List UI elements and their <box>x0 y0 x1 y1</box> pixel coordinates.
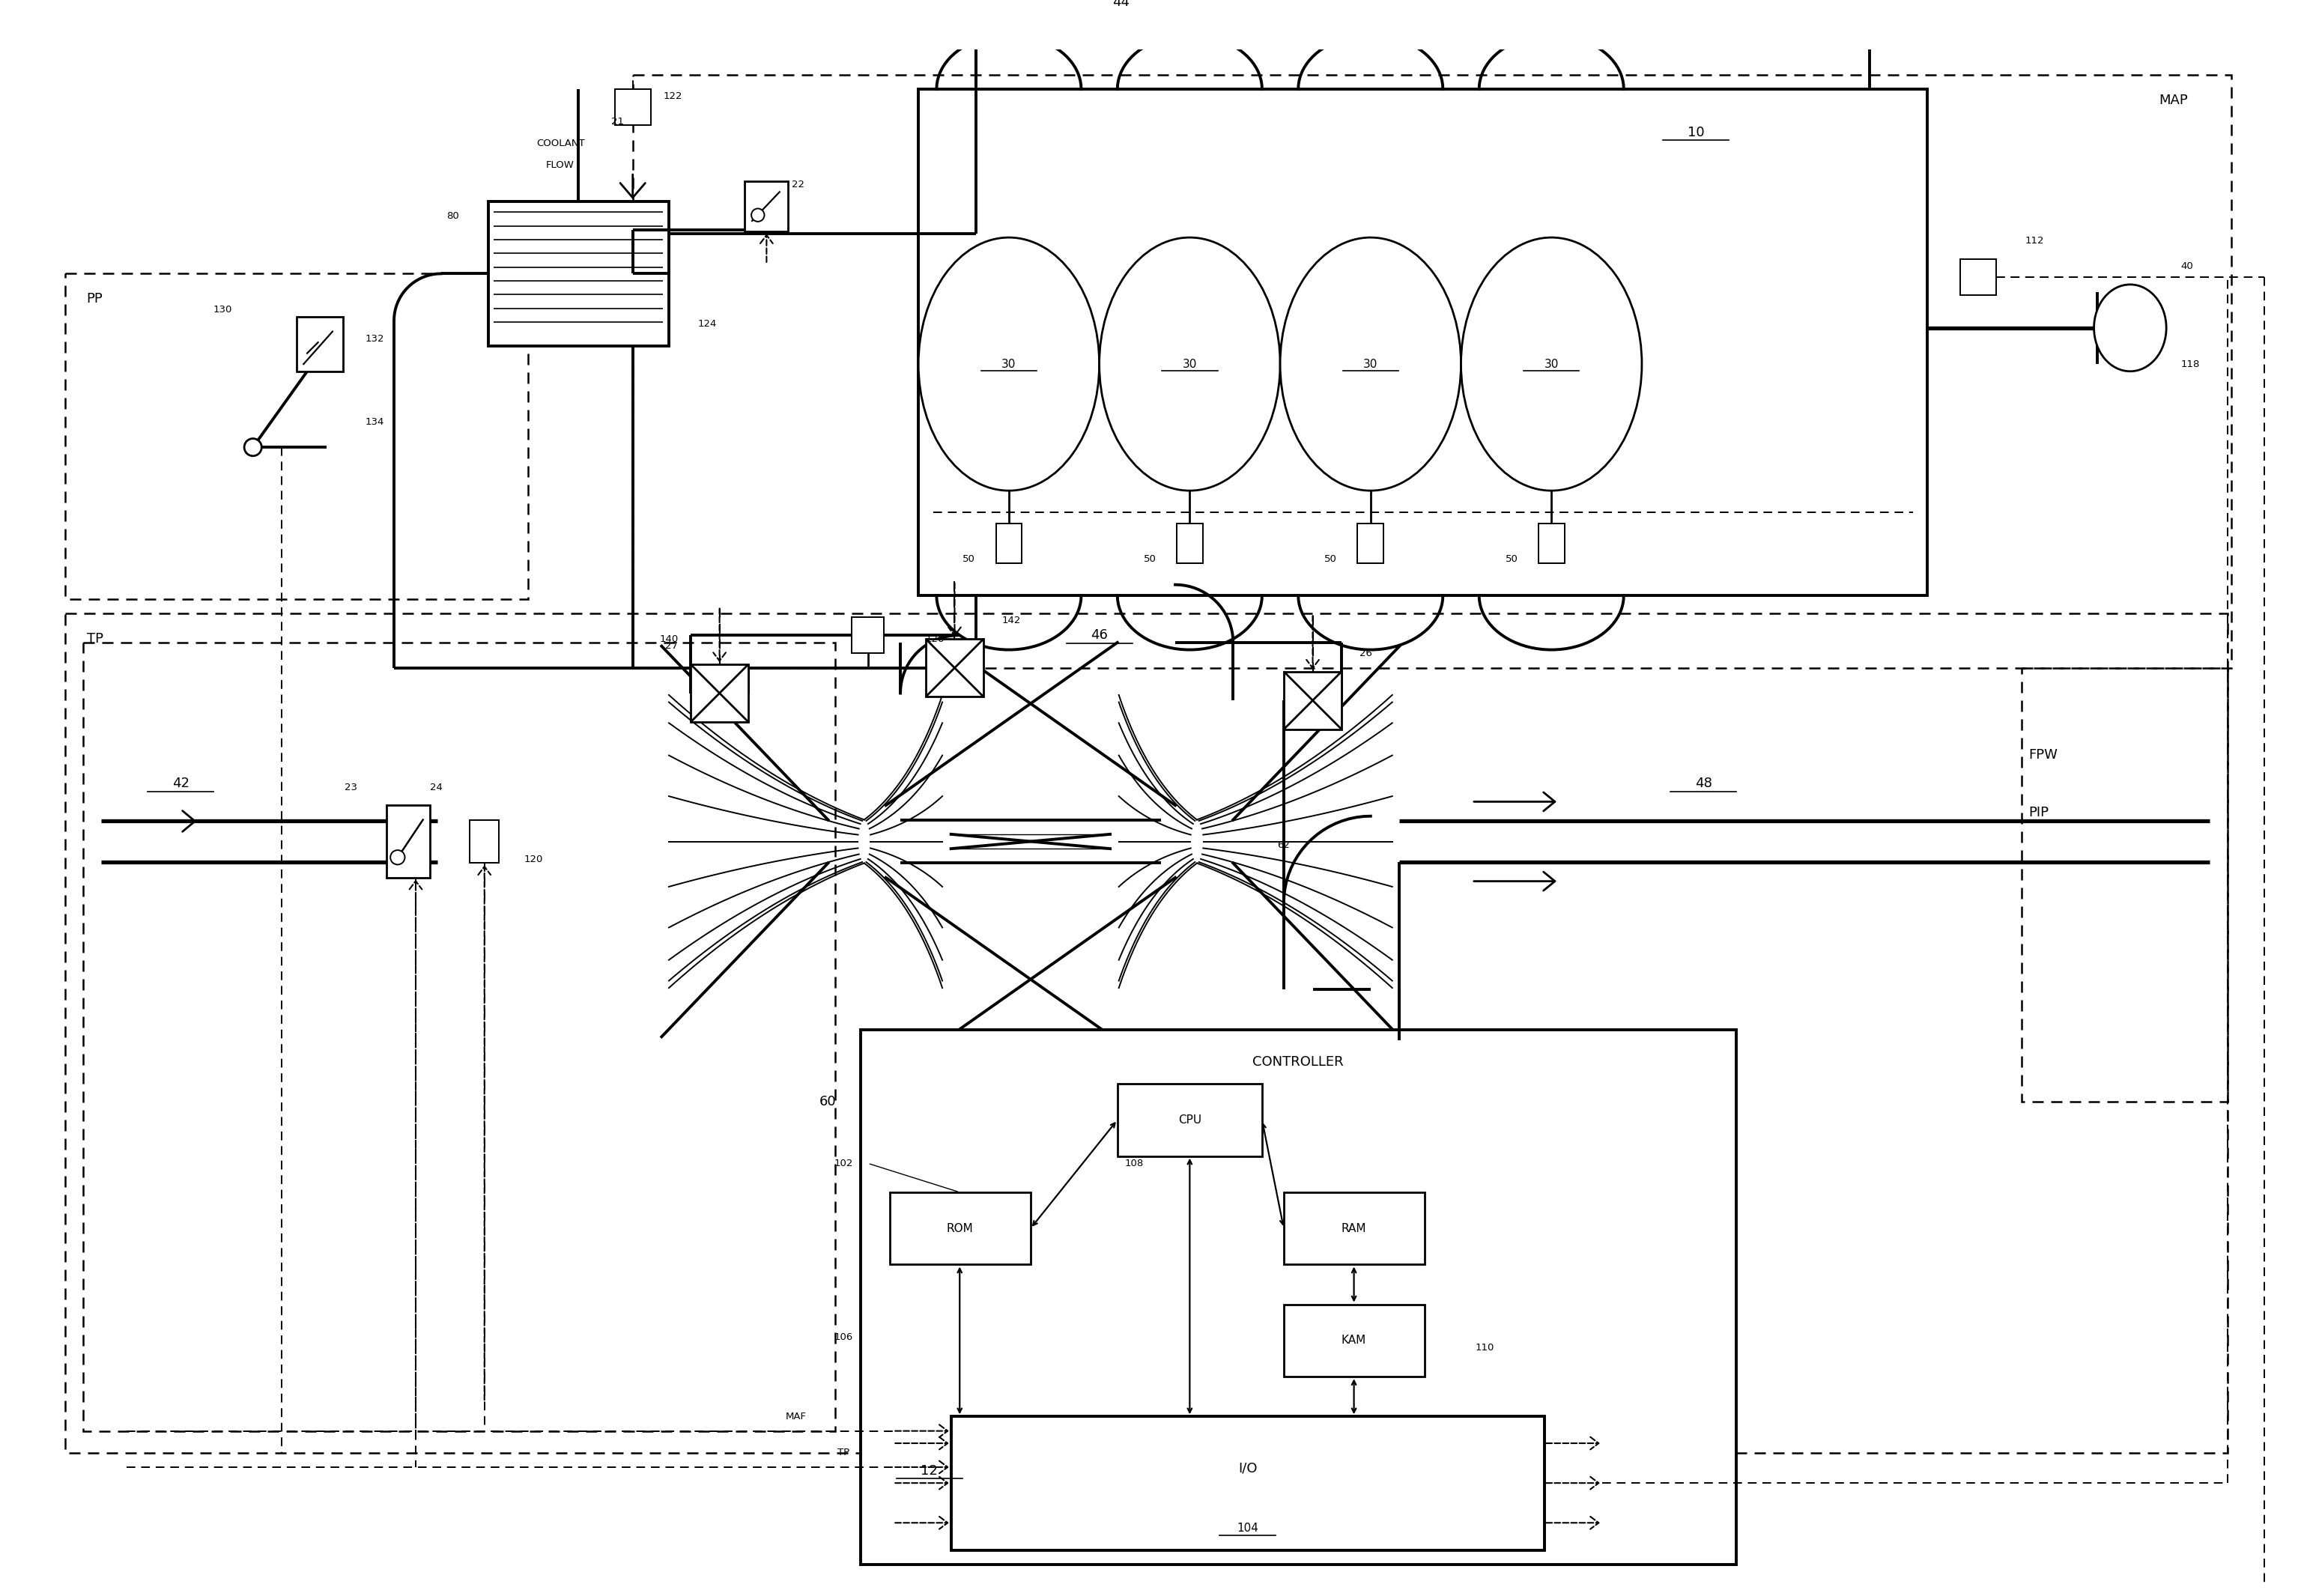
Text: 30: 30 <box>1543 359 1559 370</box>
Text: 140: 140 <box>658 634 679 643</box>
Text: 12: 12 <box>922 1464 938 1478</box>
Bar <box>996 523 1021 563</box>
Text: 102: 102 <box>834 1159 852 1168</box>
Text: 104: 104 <box>1236 1523 1259 1534</box>
Bar <box>65 613 2227 1452</box>
Bar <box>926 638 984 697</box>
Bar <box>1358 523 1384 563</box>
Ellipse shape <box>1460 238 1642 490</box>
Text: 30: 30 <box>1363 359 1377 370</box>
Ellipse shape <box>2093 284 2167 372</box>
Text: 27: 27 <box>665 642 679 651</box>
Bar <box>1284 1192 1425 1264</box>
Text: 48: 48 <box>1696 777 1712 790</box>
Text: 60: 60 <box>820 1095 836 1109</box>
Bar <box>919 89 1927 595</box>
Bar <box>83 643 836 1432</box>
Bar <box>1961 259 1996 295</box>
Text: TP: TP <box>839 1448 850 1457</box>
Text: 124: 124 <box>698 319 716 329</box>
Text: TP: TP <box>85 632 104 646</box>
Text: 132: 132 <box>365 334 383 343</box>
Text: 30: 30 <box>1003 359 1016 370</box>
Text: 50: 50 <box>1506 554 1518 565</box>
Text: PIP: PIP <box>2028 806 2049 819</box>
Text: PP: PP <box>85 292 104 306</box>
Text: 122: 122 <box>663 91 681 101</box>
Text: 62: 62 <box>1277 839 1289 851</box>
Bar <box>296 318 344 372</box>
Text: 130: 130 <box>213 305 231 314</box>
Text: RAM: RAM <box>1342 1223 1368 1234</box>
Text: MAF: MAF <box>785 1411 806 1422</box>
Text: 46: 46 <box>1090 629 1109 642</box>
Ellipse shape <box>919 238 1100 490</box>
Bar <box>744 180 788 231</box>
Text: ROM: ROM <box>947 1223 973 1234</box>
Bar <box>469 820 499 863</box>
Text: FPW: FPW <box>2028 749 2058 761</box>
Text: 108: 108 <box>1125 1159 1143 1168</box>
Bar <box>1284 672 1342 729</box>
Text: CPU: CPU <box>1178 1114 1201 1125</box>
Text: 40: 40 <box>2181 262 2192 271</box>
Text: 126: 126 <box>926 634 945 643</box>
Bar <box>633 75 2231 667</box>
Text: 23: 23 <box>344 782 358 792</box>
Text: 30: 30 <box>1183 359 1197 370</box>
Text: 24: 24 <box>430 782 444 792</box>
Ellipse shape <box>1280 238 1460 490</box>
Bar <box>1538 523 1564 563</box>
Bar <box>65 273 527 598</box>
Circle shape <box>390 851 404 865</box>
Bar <box>952 1417 1543 1550</box>
Bar <box>2021 667 2227 1101</box>
Bar <box>1284 1304 1425 1377</box>
Text: 80: 80 <box>446 211 460 220</box>
Text: 142: 142 <box>1003 616 1021 626</box>
Text: COOLANT: COOLANT <box>536 139 584 148</box>
Text: MAP: MAP <box>2160 93 2188 107</box>
Bar <box>691 664 748 721</box>
Text: I/O: I/O <box>1238 1462 1257 1475</box>
Bar <box>862 1029 1735 1564</box>
Bar <box>386 806 430 878</box>
Text: 118: 118 <box>2181 359 2199 369</box>
Text: 21: 21 <box>612 117 624 126</box>
Text: 22: 22 <box>792 180 804 190</box>
Text: 50: 50 <box>963 554 975 565</box>
Text: 50: 50 <box>1324 554 1337 565</box>
Bar <box>1118 1084 1261 1156</box>
Text: CONTROLLER: CONTROLLER <box>1252 1055 1344 1069</box>
Circle shape <box>245 439 261 456</box>
Text: 106: 106 <box>834 1333 852 1342</box>
Bar <box>852 618 885 653</box>
Text: 112: 112 <box>2026 236 2044 246</box>
Text: 10: 10 <box>1689 126 1705 139</box>
Text: 26: 26 <box>1361 648 1372 658</box>
Bar <box>889 1192 1030 1264</box>
Circle shape <box>751 209 765 222</box>
Text: 110: 110 <box>1476 1342 1495 1353</box>
Text: KAM: KAM <box>1342 1334 1368 1345</box>
Bar <box>614 89 651 126</box>
Bar <box>487 201 670 346</box>
Bar <box>1176 523 1204 563</box>
Text: FLOW: FLOW <box>545 160 575 171</box>
Text: 120: 120 <box>524 855 543 865</box>
Text: 44: 44 <box>1113 0 1130 10</box>
Text: 50: 50 <box>1143 554 1157 565</box>
Ellipse shape <box>1100 238 1280 490</box>
Text: 134: 134 <box>365 417 383 426</box>
Text: 42: 42 <box>171 777 189 790</box>
